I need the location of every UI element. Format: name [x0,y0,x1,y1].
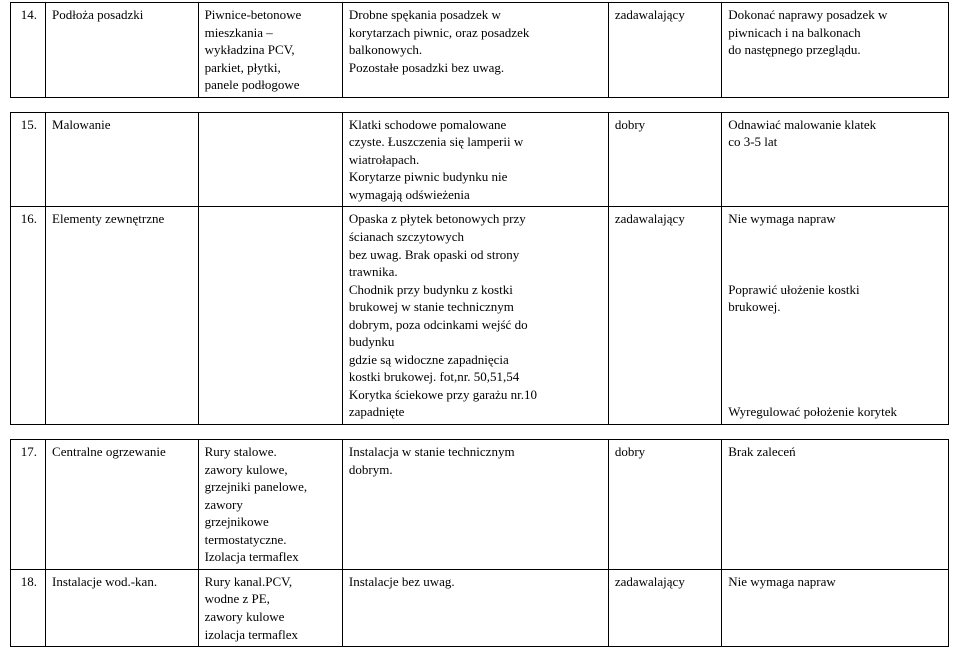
cell-num: 14. [11,3,46,98]
cell-name: Instalacje wod.-kan. [46,569,199,646]
table-3: 17. Centralne ogrzewanie Rury stalowe.za… [10,439,949,647]
cell-rec: Dokonać naprawy posadzek wpiwnicach i na… [722,3,949,98]
cell-status: zadawalający [608,569,721,646]
cell-material: Piwnice-betonowemieszkania –wykładzina P… [198,3,342,98]
table-row: 15. Malowanie Klatki schodowe pomalowane… [11,112,949,207]
cell-rec: Brak zaleceń [722,440,949,570]
cell-desc: Instalacje bez uwag. [342,569,608,646]
cell-status: dobry [608,440,721,570]
table-2: 15. Malowanie Klatki schodowe pomalowane… [10,112,949,425]
cell-name: Malowanie [46,112,199,207]
cell-num: 18. [11,569,46,646]
cell-status: zadawalający [608,207,721,425]
table-1: 14. Podłoża posadzki Piwnice-betonowemie… [10,2,949,98]
cell-material: Rury stalowe.zawory kulowe,grzejniki pan… [198,440,342,570]
cell-status: zadawalający [608,3,721,98]
table-spacer [10,98,949,112]
cell-material [198,112,342,207]
cell-name: Elementy zewnętrzne [46,207,199,425]
cell-name: Podłoża posadzki [46,3,199,98]
cell-status: dobry [608,112,721,207]
cell-num: 16. [11,207,46,425]
table-row: 14. Podłoża posadzki Piwnice-betonowemie… [11,3,949,98]
cell-desc: Drobne spękania posadzek wkorytarzach pi… [342,3,608,98]
cell-desc: Klatki schodowe pomalowaneczyste. Łuszcz… [342,112,608,207]
cell-desc: Instalacja w stanie technicznymdobrym. [342,440,608,570]
table-row: 18. Instalacje wod.-kan. Rury kanal.PCV,… [11,569,949,646]
cell-material: Rury kanal.PCV,wodne z PE,zawory kulowei… [198,569,342,646]
cell-num: 17. [11,440,46,570]
cell-name: Centralne ogrzewanie [46,440,199,570]
cell-rec: Odnawiać malowanie klatekco 3-5 lat [722,112,949,207]
cell-rec: Nie wymaga naprawPoprawić ułożenie kostk… [722,207,949,425]
cell-rec: Nie wymaga napraw [722,569,949,646]
table-spacer [10,425,949,439]
cell-material [198,207,342,425]
cell-num: 15. [11,112,46,207]
table-row: 16. Elementy zewnętrzne Opaska z płytek … [11,207,949,425]
cell-desc: Opaska z płytek betonowych przyścianach … [342,207,608,425]
table-row: 17. Centralne ogrzewanie Rury stalowe.za… [11,440,949,570]
